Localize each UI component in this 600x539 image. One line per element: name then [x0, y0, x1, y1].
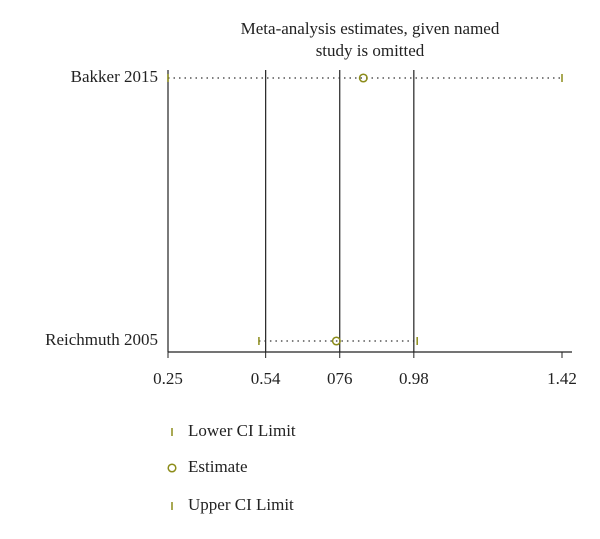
- chart-title: Meta-analysis estimates, given named stu…: [240, 19, 500, 60]
- legend-label: Upper CI Limit: [188, 495, 294, 514]
- point: [331, 336, 341, 346]
- x-tick-label: 0.25: [153, 369, 183, 388]
- point: [358, 73, 368, 83]
- x-tick-label: 1.42: [547, 369, 577, 388]
- x-tick-label: 0.98: [399, 369, 429, 388]
- x-tick-label: 0.54: [251, 369, 281, 388]
- legend-label: Estimate: [188, 457, 247, 476]
- legend-marker: [167, 463, 177, 473]
- x-tick-label: 076: [327, 369, 353, 388]
- legend-label: Lower CI Limit: [188, 421, 296, 440]
- category-label: Reichmuth 2005: [45, 330, 158, 349]
- category-label: Bakker 2015: [71, 67, 158, 86]
